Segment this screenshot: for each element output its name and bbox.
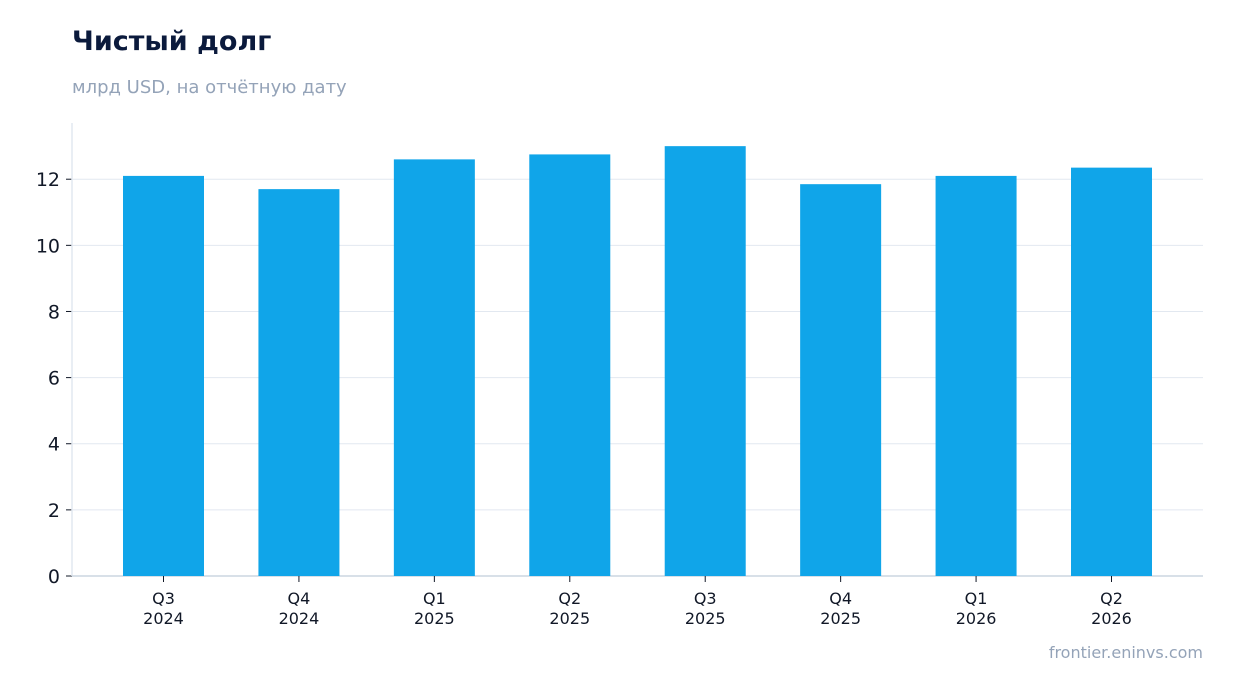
bar [529, 154, 611, 576]
y-tick-label: 12 [36, 169, 60, 191]
y-tick-label: 10 [36, 235, 60, 257]
x-tick-label: 2025 [820, 609, 861, 628]
x-tick-label: Q2 [1100, 589, 1123, 608]
x-tick-label: Q4 [829, 589, 852, 608]
x-tick-label: Q3 [694, 589, 717, 608]
bar [258, 189, 340, 576]
x-tick-label: 2026 [1091, 609, 1132, 628]
x-tick-label: 2025 [685, 609, 726, 628]
chart-title: Чистый долг [72, 26, 272, 57]
y-tick-label: 2 [48, 500, 60, 522]
x-tick-label: 2025 [549, 609, 590, 628]
x-tick-label: 2026 [956, 609, 997, 628]
y-tick-label: 8 [48, 301, 60, 323]
y-tick-label: 0 [48, 566, 60, 588]
bar [800, 184, 882, 576]
bar [935, 175, 1017, 577]
x-tick-label: Q2 [558, 589, 581, 608]
x-tick-label: Q1 [423, 589, 446, 608]
x-tick-label: 2024 [143, 609, 184, 628]
x-tick-label: 2025 [414, 609, 455, 628]
bar [123, 175, 204, 577]
source-label: frontier.eninvs.com [1048, 643, 1203, 662]
bar [393, 159, 475, 577]
bar [664, 146, 746, 576]
x-tick-label: 2024 [279, 609, 320, 628]
x-tick-label: Q1 [965, 589, 988, 608]
chart-subtitle: млрд USD, на отчётную дату [72, 77, 347, 98]
x-tick-label: Q3 [152, 589, 175, 608]
y-tick-label: 6 [48, 368, 60, 390]
y-tick-label: 4 [48, 434, 60, 456]
x-tick-label: Q4 [288, 589, 311, 608]
bar [1071, 167, 1152, 577]
